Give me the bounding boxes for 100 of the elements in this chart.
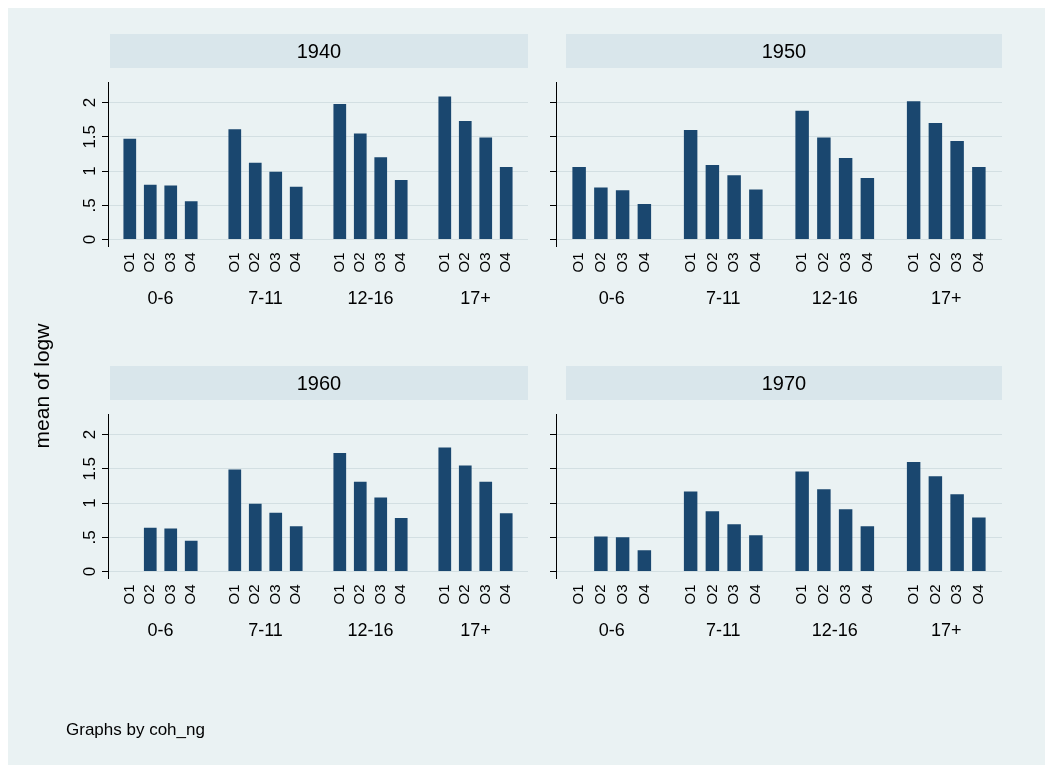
bar	[458, 121, 472, 240]
bar	[683, 129, 698, 240]
text: O4	[496, 252, 514, 273]
bar	[228, 469, 242, 572]
bar	[353, 481, 367, 572]
x-tick-label: 0-6	[598, 288, 625, 309]
text: O1	[329, 584, 347, 605]
text: O2	[925, 252, 943, 273]
y-tick-label: 2	[80, 429, 100, 440]
bar	[333, 453, 347, 572]
text: O2	[814, 252, 832, 273]
text: O4	[746, 584, 763, 605]
text: O3	[265, 584, 283, 605]
bar	[353, 133, 367, 240]
text: O3	[724, 584, 742, 605]
text: O1	[680, 252, 698, 273]
text: O4	[286, 252, 304, 273]
x-tick-label: 0-6	[598, 620, 625, 641]
text: O2	[702, 252, 720, 273]
bar	[374, 497, 388, 572]
bar	[594, 536, 608, 572]
bar	[374, 157, 388, 240]
bar	[795, 110, 809, 240]
text: O3	[475, 252, 493, 273]
text: O1	[224, 252, 242, 273]
text: O1	[119, 252, 137, 273]
text: O1	[569, 584, 587, 605]
x-tick-label: 7-11	[705, 288, 741, 309]
bar	[860, 526, 875, 572]
bar	[615, 190, 630, 240]
bar	[499, 513, 513, 572]
text: O1	[434, 252, 452, 273]
text: O4	[634, 584, 652, 605]
text: O1	[792, 252, 810, 273]
bar	[123, 138, 137, 240]
text: Graphs by coh_ng	[66, 720, 205, 740]
x-tick-label: 12-16	[811, 288, 858, 309]
bar	[749, 189, 763, 240]
text: O3	[612, 252, 630, 273]
x-tick-label: 7-11	[248, 620, 283, 641]
bar	[972, 166, 986, 240]
bar	[928, 476, 943, 572]
chart-title: 1970	[566, 366, 1002, 400]
bar	[950, 494, 964, 572]
text: O4	[746, 252, 763, 273]
bar	[594, 187, 608, 240]
text: O3	[835, 252, 853, 273]
bar	[438, 96, 452, 240]
bar	[683, 491, 698, 572]
text: O4	[181, 584, 199, 605]
x-tick-label: 12-16	[347, 620, 394, 641]
bar	[749, 535, 763, 572]
bar	[438, 447, 452, 572]
bar	[143, 184, 157, 240]
bar	[394, 179, 408, 240]
chart-title: 1940	[110, 34, 528, 68]
text: O2	[702, 584, 720, 605]
bar	[479, 137, 493, 240]
bar	[906, 461, 921, 572]
text: O1	[903, 584, 921, 605]
text: O3	[160, 252, 178, 273]
bar	[928, 123, 943, 240]
bar	[838, 509, 853, 572]
x-tick-label: 0-6	[147, 620, 174, 641]
text: O4	[969, 584, 986, 605]
x-tick-label: 12-16	[811, 620, 858, 641]
x-tick-label: 7-11	[248, 288, 283, 309]
text: O3	[370, 584, 388, 605]
text: O4	[391, 252, 409, 273]
bar	[164, 528, 178, 572]
text: O1	[434, 584, 452, 605]
text: O1	[903, 252, 921, 273]
text: O1	[792, 584, 810, 605]
bar	[269, 171, 283, 240]
text: O1	[119, 584, 137, 605]
y-tick-label: 1	[80, 498, 100, 508]
y-tick-label: .5	[80, 198, 100, 213]
text: O2	[591, 252, 609, 273]
text: O2	[455, 252, 473, 273]
text: O2	[245, 584, 263, 605]
text: O1	[224, 584, 242, 605]
text: O3	[947, 252, 965, 273]
bar	[906, 101, 921, 240]
bar	[289, 526, 303, 572]
x-tick-label: 17+	[930, 288, 962, 309]
bar	[727, 175, 741, 240]
bar	[795, 471, 809, 572]
bar	[727, 524, 741, 572]
bar	[817, 489, 831, 572]
y-axis-title: mean of logw	[30, 323, 54, 449]
bar	[333, 103, 347, 240]
text: O2	[350, 252, 368, 273]
bar	[458, 465, 472, 572]
text: O2	[455, 584, 473, 605]
text: O1	[680, 584, 698, 605]
text: O3	[475, 584, 493, 605]
bar	[860, 177, 875, 240]
text: O4	[496, 584, 514, 605]
y-tick-label: .5	[80, 530, 100, 545]
y-tick-label: 1	[80, 166, 100, 176]
